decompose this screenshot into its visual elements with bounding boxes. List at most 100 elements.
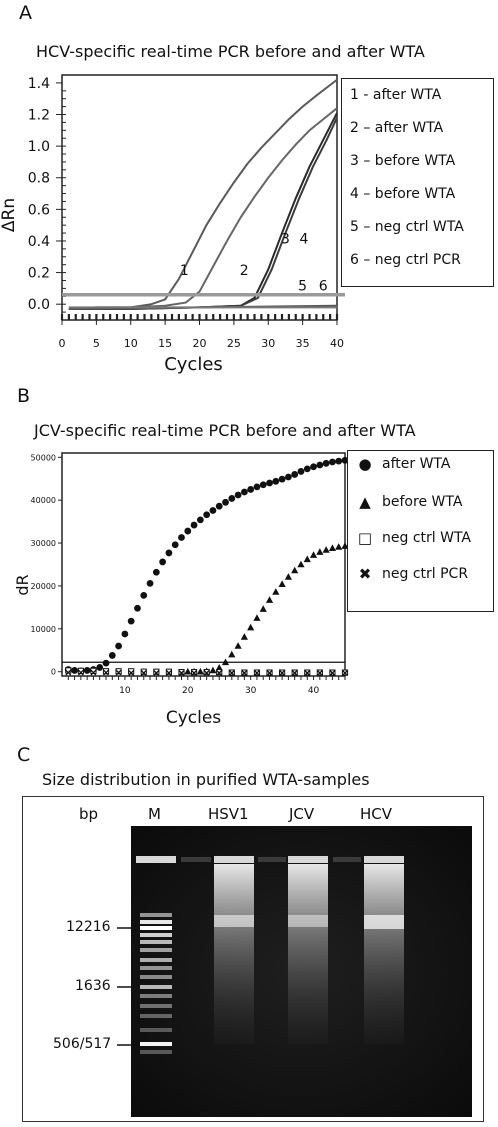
ladder-band xyxy=(140,1042,172,1046)
x-tick-label-a: 10 xyxy=(124,337,138,350)
data-point-b xyxy=(272,477,280,485)
gel-smear-hsv1 xyxy=(214,864,254,1044)
data-point-b xyxy=(259,481,267,489)
data-point-b xyxy=(128,670,135,676)
data-point-b xyxy=(115,642,122,650)
data-point-b xyxy=(316,461,324,469)
data-point-b xyxy=(165,670,172,676)
data-point-b xyxy=(71,667,78,674)
data-point-b xyxy=(291,566,299,574)
data-point-b xyxy=(297,468,305,475)
y-tick-label-a: 0.2 xyxy=(28,266,50,282)
x-tick-label-a: 5 xyxy=(93,337,100,350)
data-point-b xyxy=(291,670,298,676)
data-point-b xyxy=(279,670,286,676)
data-point-b xyxy=(247,486,255,493)
y-axis-label-a: ΔRn xyxy=(0,198,19,232)
series-line-a xyxy=(68,78,338,310)
gel-lane-label: JCV xyxy=(289,805,315,823)
y-tick-label-a: 1.2 xyxy=(28,108,50,124)
data-point-b xyxy=(191,670,198,676)
gel-well xyxy=(181,857,211,862)
y-tick-label-b: 20000 xyxy=(31,582,56,591)
data-point-b xyxy=(259,605,267,612)
legend-a: 1 - after WTA 2 – after WTA 3 – before W… xyxy=(341,78,494,287)
legend-b-label: neg ctrl PCR xyxy=(382,566,469,582)
data-point-b xyxy=(240,488,248,496)
data-point-b xyxy=(171,541,179,549)
gel-smear-jcv xyxy=(288,864,328,1044)
data-point-b xyxy=(253,670,260,676)
gel-lane-label: HCV xyxy=(360,805,393,823)
y-tick-label-a: 0.6 xyxy=(28,202,50,218)
ladder-band xyxy=(140,920,172,924)
ladder-band xyxy=(140,948,172,952)
data-point-b xyxy=(291,471,299,478)
gel-smear-hcv xyxy=(364,864,404,1044)
data-point-b xyxy=(146,579,154,587)
data-point-b xyxy=(309,551,318,558)
legend-b-item: ● after WTA xyxy=(354,455,450,473)
x-tick-label-a: 25 xyxy=(227,337,241,350)
data-point-b xyxy=(266,479,273,487)
data-point-b xyxy=(127,617,135,625)
y-tick-label-b: 30000 xyxy=(31,539,56,548)
gel-bp-header: bp xyxy=(79,805,99,823)
data-point-b xyxy=(203,511,211,519)
x-tick-label-b: 30 xyxy=(245,686,257,696)
legend-b: ● after WTA ▲ before WTA □ neg ctrl WTA … xyxy=(347,450,494,612)
gel-lane-label: HSV1 xyxy=(208,805,249,823)
data-point-b xyxy=(303,555,311,563)
legend-b-label: before WTA xyxy=(382,494,463,510)
gel-smear-band xyxy=(288,915,328,927)
y-tick-label-b: 40000 xyxy=(31,496,56,505)
data-point-b xyxy=(228,650,236,658)
gel-well xyxy=(136,856,176,863)
x-tick-label-b: 40 xyxy=(308,686,320,696)
curve-label-a: 4 xyxy=(300,231,309,247)
data-point-b xyxy=(190,521,198,529)
data-point-b xyxy=(102,659,110,667)
data-point-b xyxy=(234,491,242,499)
legend-b-item: □ neg ctrl WTA xyxy=(354,529,471,547)
panel-a-title: HCV-specific real-time PCR before and af… xyxy=(36,42,425,61)
gel-panel-frame xyxy=(22,796,484,1122)
y-tick-label-a: 0.8 xyxy=(28,171,50,187)
panel-c-letter: C xyxy=(17,744,31,766)
panel-b-letter: B xyxy=(17,385,31,407)
gel-smear-band xyxy=(364,915,404,929)
x-tick-label-b: 10 xyxy=(119,686,131,696)
curve-label-a: 3 xyxy=(281,231,290,247)
data-point-b xyxy=(341,456,349,464)
data-point-b xyxy=(209,666,217,674)
triangle-marker-icon: ▲ xyxy=(359,493,371,511)
ladder-band xyxy=(140,966,172,970)
data-point-b xyxy=(266,670,273,676)
gel-well xyxy=(364,856,404,863)
x-tick-label-a: 0 xyxy=(59,337,66,350)
data-point-b xyxy=(153,670,160,676)
legend-b-item: ✖ neg ctrl PCR xyxy=(354,565,468,583)
x-tick-label-a: 30 xyxy=(261,337,275,350)
data-point-b xyxy=(316,670,323,676)
panel-a-letter: A xyxy=(19,2,32,24)
data-point-b xyxy=(241,670,248,676)
chart-a: 0 5 10 15 20 25 30 35 400.00.20.40.60.81.01.21.4… xyxy=(0,74,345,375)
data-point-b xyxy=(90,669,97,676)
x-tick-label-a: 40 xyxy=(330,337,344,350)
data-point-b xyxy=(240,633,248,640)
ladder-band xyxy=(140,913,172,917)
curve-label-a: 1 xyxy=(180,263,189,279)
y-tick-label-a: 1.0 xyxy=(28,139,50,155)
data-point-b xyxy=(153,668,160,675)
data-point-b xyxy=(284,573,292,580)
plot-area-b xyxy=(61,452,346,677)
ladder-band xyxy=(140,958,172,962)
data-point-b xyxy=(222,498,229,506)
ladder-band xyxy=(140,933,172,937)
ladder-band xyxy=(140,985,172,989)
data-point-b xyxy=(215,502,223,510)
x-axis-label-b: Cycles xyxy=(166,708,221,728)
ladder-band xyxy=(140,1014,172,1018)
